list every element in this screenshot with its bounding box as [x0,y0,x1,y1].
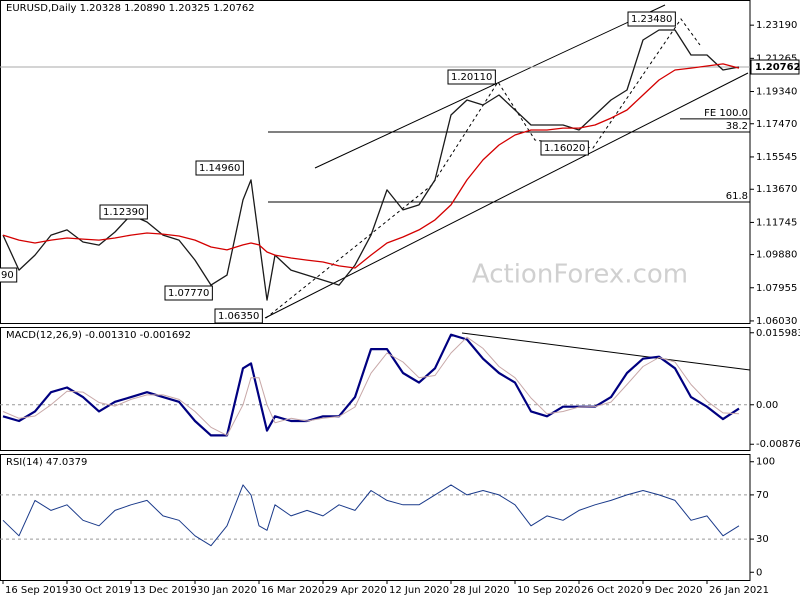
x-tick-label: 30 Oct 2019 [69,585,131,596]
price-annotation-box [164,285,213,301]
y-tick-label: 0.015983 [756,328,800,339]
panel-frame [0,327,751,451]
price-annotation-box [540,140,589,156]
price-annotation-box [627,11,676,27]
y-tick-label: 30 [756,534,769,545]
series-line [2,333,740,437]
price-annotation: 1.16020 [544,143,585,154]
price-annotation: 1.20110 [451,72,492,83]
fib-level-label: FE 100.0 [704,108,748,119]
panel-frame [0,0,751,324]
y-tick-label: 1.09880 [756,250,797,261]
macd-trendline [461,332,751,371]
price-annotation: 1.12390 [103,207,144,218]
panel-title: EURUSD,Daily 1.20328 1.20890 1.20325 1.2… [6,3,255,14]
price-annotation-box [0,267,18,283]
y-tick-label: 1.15545 [756,152,797,163]
last-price-box [750,59,800,75]
x-tick-label: 29 Apr 2020 [325,585,387,596]
y-tick-label: 1.19340 [756,87,797,98]
y-tick-label: 100 [756,457,775,468]
panel-frame [0,454,751,581]
panel-title: MACD(12,26,9) -0.001310 -0.001692 [6,330,191,341]
price-annotation-box [195,160,244,176]
x-tick-label: 12 Jun 2020 [389,585,449,596]
last-price-label: 1.20762 [755,62,800,73]
x-tick-label: 13 Dec 2019 [133,585,197,596]
watermark: ActionForex.com [472,260,688,290]
x-tick-label: 16 Sep 2019 [5,585,68,596]
price-annotation: 1.14960 [199,163,240,174]
panel-title: RSI(14) 47.0379 [6,457,87,468]
price-annotation-box [214,308,263,324]
y-tick-label: 1.11745 [756,217,797,228]
fib-level-label: 38.2 [726,121,748,132]
y-tick-label: 1.06030 [756,316,797,327]
y-tick-label: 1.23190 [756,20,797,31]
price-annotation: 1.06350 [218,311,259,322]
x-tick-label: 10 Sep 2020 [517,585,580,596]
price-annotation-box [447,69,496,85]
fib-level-label: 61.8 [726,191,748,202]
series-line [2,63,740,269]
y-tick-label: 1.07955 [756,283,797,294]
series-line [2,484,740,547]
x-tick-label: 30 Jan 2020 [197,585,257,596]
x-tick-label: 9 Dec 2020 [645,585,703,596]
y-tick-label: 0.00 [756,400,778,411]
y-tick-label: -0.008762 [756,439,800,450]
x-tick-label: 16 Mar 2020 [261,585,324,596]
price-annotation: 1.07770 [168,288,209,299]
x-tick-label: 28 Jul 2020 [453,585,510,596]
price-annotation: 90 [1,270,14,281]
channel-upper [314,4,666,169]
price-annotation-box [99,204,148,220]
y-tick-label: 1.13670 [756,184,797,195]
y-tick-label: 70 [756,490,769,501]
series-line [2,336,740,436]
price-annotation: 1.23480 [631,14,672,25]
y-tick-label: 1.21265 [756,53,797,64]
x-tick-label: 26 Oct 2020 [581,585,643,596]
x-tick-label: 26 Jan 2021 [709,585,769,596]
y-tick-label: 0 [756,567,762,578]
y-tick-label: 1.17470 [756,119,797,130]
